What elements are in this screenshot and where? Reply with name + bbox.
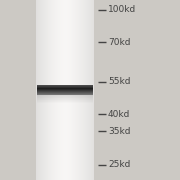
Bar: [38, 0, 39, 180]
Bar: [86, 0, 87, 180]
Text: 40kd: 40kd: [108, 110, 130, 119]
Bar: [64, 0, 65, 180]
Bar: [46, 0, 47, 180]
Bar: [77, 0, 78, 180]
Bar: [84, 0, 85, 180]
Bar: [54, 0, 55, 180]
Bar: [80, 0, 81, 180]
Bar: [43, 0, 44, 180]
Bar: [82, 0, 83, 180]
Bar: [87, 0, 88, 180]
Bar: [37, 90, 93, 91]
Bar: [37, 86, 93, 87]
Bar: [37, 98, 93, 99]
Bar: [62, 0, 63, 180]
Bar: [37, 93, 93, 94]
Text: 25kd: 25kd: [108, 160, 130, 169]
Bar: [68, 0, 69, 180]
Text: 55kd: 55kd: [108, 77, 130, 86]
Bar: [37, 94, 93, 95]
Bar: [73, 0, 74, 180]
Bar: [65, 0, 66, 180]
Bar: [63, 0, 64, 180]
Bar: [56, 0, 57, 180]
Bar: [42, 0, 43, 180]
Bar: [37, 102, 93, 103]
Bar: [57, 0, 58, 180]
Bar: [53, 0, 54, 180]
Bar: [60, 0, 61, 180]
Text: 100kd: 100kd: [108, 5, 136, 14]
Bar: [37, 99, 93, 100]
Bar: [37, 87, 93, 88]
Bar: [92, 0, 93, 180]
Bar: [59, 0, 60, 180]
Bar: [48, 0, 50, 180]
Bar: [76, 0, 77, 180]
Bar: [79, 0, 80, 180]
Bar: [52, 0, 53, 180]
Bar: [70, 0, 71, 180]
Bar: [37, 92, 93, 93]
Bar: [37, 88, 93, 89]
Bar: [78, 0, 79, 180]
Bar: [66, 0, 67, 180]
Bar: [47, 0, 48, 180]
Text: 35kd: 35kd: [108, 127, 130, 136]
Bar: [40, 0, 41, 180]
Bar: [55, 0, 56, 180]
Bar: [39, 0, 40, 180]
Bar: [93, 0, 94, 180]
Bar: [50, 0, 51, 180]
Bar: [67, 0, 68, 180]
Bar: [37, 0, 38, 180]
Bar: [37, 89, 93, 90]
Bar: [74, 0, 75, 180]
Bar: [83, 0, 84, 180]
Bar: [36, 0, 37, 180]
Text: 70kd: 70kd: [108, 38, 130, 47]
Bar: [44, 0, 45, 180]
Bar: [61, 0, 62, 180]
Bar: [37, 85, 93, 86]
Bar: [69, 0, 70, 180]
Bar: [37, 100, 93, 101]
Bar: [37, 97, 93, 98]
Bar: [37, 95, 93, 96]
Bar: [45, 0, 46, 180]
Bar: [37, 96, 93, 97]
Bar: [37, 91, 93, 92]
Bar: [91, 0, 92, 180]
Bar: [89, 0, 90, 180]
Bar: [71, 0, 73, 180]
Bar: [85, 0, 86, 180]
Bar: [75, 0, 76, 180]
Bar: [37, 101, 93, 102]
Bar: [58, 0, 59, 180]
Bar: [81, 0, 82, 180]
Bar: [88, 0, 89, 180]
Bar: [90, 0, 91, 180]
Bar: [51, 0, 52, 180]
Bar: [41, 0, 42, 180]
